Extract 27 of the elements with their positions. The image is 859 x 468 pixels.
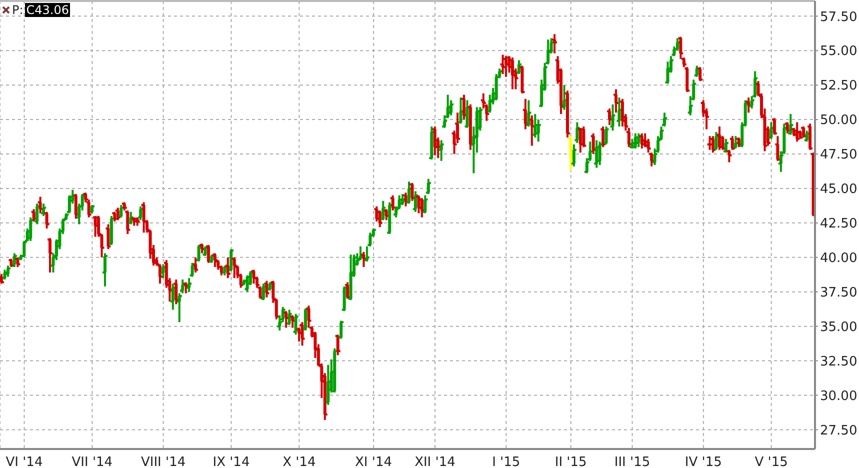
y-tick-label: 50.00 — [820, 113, 858, 128]
x-tick-label: I '15 — [492, 455, 520, 468]
y-tick-label: 35.00 — [820, 320, 858, 335]
y-tick-label: 40.00 — [820, 251, 858, 266]
y-tick-label: 30.00 — [820, 388, 858, 404]
annotation: C43.06 — [25, 3, 70, 17]
x-tick-label: VI '14 — [6, 455, 43, 468]
y-tick-label: 32.50 — [820, 354, 858, 370]
x-tick-label: II '15 — [554, 455, 587, 468]
y-tick-label: 37.50 — [820, 285, 858, 300]
y-tick-label: 47.50 — [820, 148, 858, 163]
y-tick-label: 42.50 — [820, 216, 858, 232]
x-tick-label: III '15 — [614, 455, 650, 468]
x-tick-label: XII '14 — [414, 455, 456, 468]
x-tick-label: X '14 — [282, 455, 316, 468]
annotation: P: — [12, 3, 24, 17]
y-tick-label: 27.50 — [820, 423, 858, 438]
y-tick-label: 45.00 — [820, 182, 858, 198]
x-tick-label: V '15 — [754, 455, 788, 468]
x-tick-label: IV '15 — [684, 455, 722, 468]
x-tick-label: VII '14 — [72, 455, 113, 468]
y-tick-label: 52.50 — [820, 78, 858, 94]
x-tick-label: XI '14 — [355, 455, 392, 468]
y-tick-label: 57.50 — [820, 10, 858, 25]
x-tick-label: IX '14 — [212, 455, 250, 468]
x-tick-label: VIII '14 — [140, 455, 186, 468]
y-tick-label: 55.00 — [820, 44, 858, 60]
